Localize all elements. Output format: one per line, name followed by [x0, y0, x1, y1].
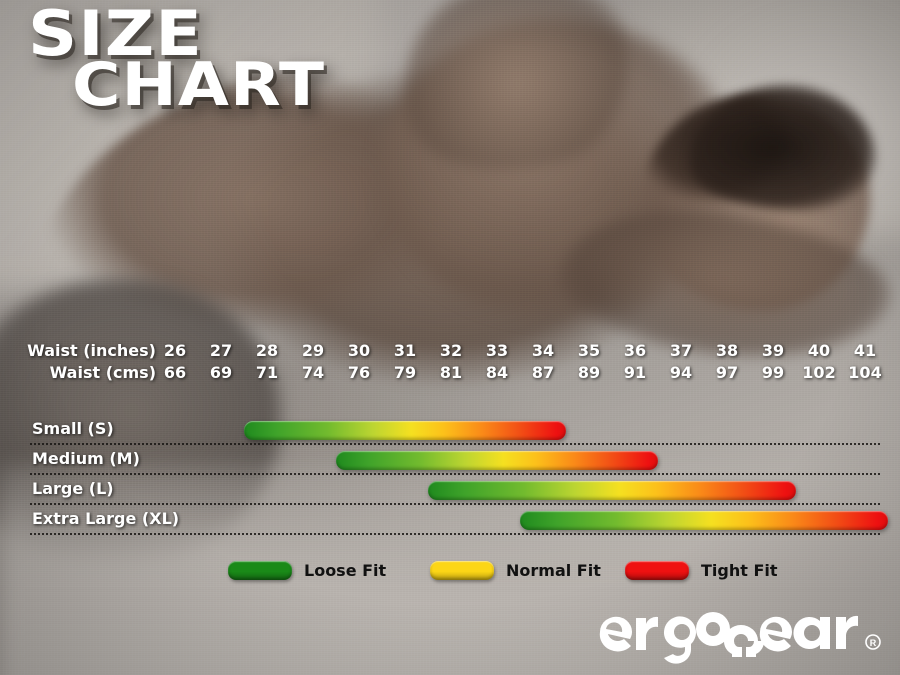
ergowear-logo: R: [592, 596, 892, 666]
legend-label: Tight Fit: [701, 561, 778, 580]
legend-item: Loose Fit: [228, 561, 386, 580]
measurement-value: 81: [439, 363, 463, 382]
measurement-value: 66: [163, 363, 187, 382]
measurement-value: 89: [577, 363, 601, 382]
measurement-table: Waist (inches) 26 27 28 29 30 31 32 33 34 35 36 37 38…: [0, 341, 900, 385]
measurement-value: 33: [485, 341, 509, 360]
size-range-bar: [520, 511, 888, 530]
legend-swatch: [625, 561, 689, 580]
measurement-value: 97: [715, 363, 739, 382]
legend-swatch: [430, 561, 494, 580]
model-hair: [690, 85, 875, 210]
measurement-row-label: Waist (cms): [49, 363, 156, 382]
measurement-value: 79: [393, 363, 417, 382]
size-row-label: Large (L): [32, 479, 114, 498]
size-row-label: Medium (M): [32, 449, 140, 468]
measurement-value: 84: [485, 363, 509, 382]
measurement-value: 69: [209, 363, 233, 382]
size-row: Extra Large (XL): [0, 505, 900, 535]
row-divider: [30, 443, 880, 445]
measurement-value: 34: [531, 341, 555, 360]
measurement-value: 36: [623, 341, 647, 360]
measurement-value: 40: [807, 341, 831, 360]
fit-legend: Loose Fit Normal Fit Tight Fit: [0, 561, 900, 591]
row-divider: [30, 503, 880, 505]
size-row-label: Small (S): [32, 419, 114, 438]
measurement-value: 76: [347, 363, 371, 382]
measurement-value: 91: [623, 363, 647, 382]
measurement-value: 102: [802, 363, 836, 382]
legend-label: Normal Fit: [506, 561, 601, 580]
measurement-value: 26: [163, 341, 187, 360]
size-row: Large (L): [0, 475, 900, 505]
size-row: Medium (M): [0, 445, 900, 475]
row-divider: [30, 473, 880, 475]
measurement-value: 38: [715, 341, 739, 360]
title-line-chart: CHART: [72, 50, 326, 121]
size-range-rows: Small (S) Medium (M) Large (L) Extra Large …: [0, 415, 900, 535]
measurement-row: Waist (inches) 26 27 28 29 30 31 32 33 34 35 36 37 38…: [0, 341, 900, 363]
measurement-row: Waist (cms) 66 69 71 74 76 79 81 84 87 89 91 94 97 99 1…: [0, 363, 900, 385]
measurement-value: 99: [761, 363, 785, 382]
size-row: Small (S): [0, 415, 900, 445]
size-row-label: Extra Large (XL): [32, 509, 180, 528]
measurement-value: 31: [393, 341, 417, 360]
legend-label: Loose Fit: [304, 561, 387, 580]
measurement-value: 94: [669, 363, 693, 382]
size-range-bar: [428, 481, 796, 500]
size-range-bar: [244, 421, 566, 440]
page-title: SIZE CHART: [28, 2, 324, 115]
measurement-value: 35: [577, 341, 601, 360]
size-range-bar: [336, 451, 658, 470]
measurement-value: 74: [301, 363, 325, 382]
measurement-value: 41: [853, 341, 877, 360]
legend-item: Normal Fit: [430, 561, 601, 580]
ergowear-logo-svg: R: [599, 612, 881, 664]
measurement-value: 27: [209, 341, 233, 360]
measurement-value: 71: [255, 363, 279, 382]
measurement-value: 32: [439, 341, 463, 360]
measurement-value: 104: [848, 363, 882, 382]
measurement-value: 28: [255, 341, 279, 360]
measurement-value: 87: [531, 363, 555, 382]
measurement-value: 29: [301, 341, 325, 360]
legend-swatch: [228, 561, 292, 580]
title-line-size: SIZE: [28, 0, 203, 70]
measurement-value: 39: [761, 341, 785, 360]
row-divider: [30, 533, 880, 535]
legend-item: Tight Fit: [625, 561, 778, 580]
trademark-letter: R: [870, 638, 877, 648]
measurement-row-label: Waist (inches): [27, 341, 156, 360]
measurement-value: 30: [347, 341, 371, 360]
measurement-value: 37: [669, 341, 693, 360]
